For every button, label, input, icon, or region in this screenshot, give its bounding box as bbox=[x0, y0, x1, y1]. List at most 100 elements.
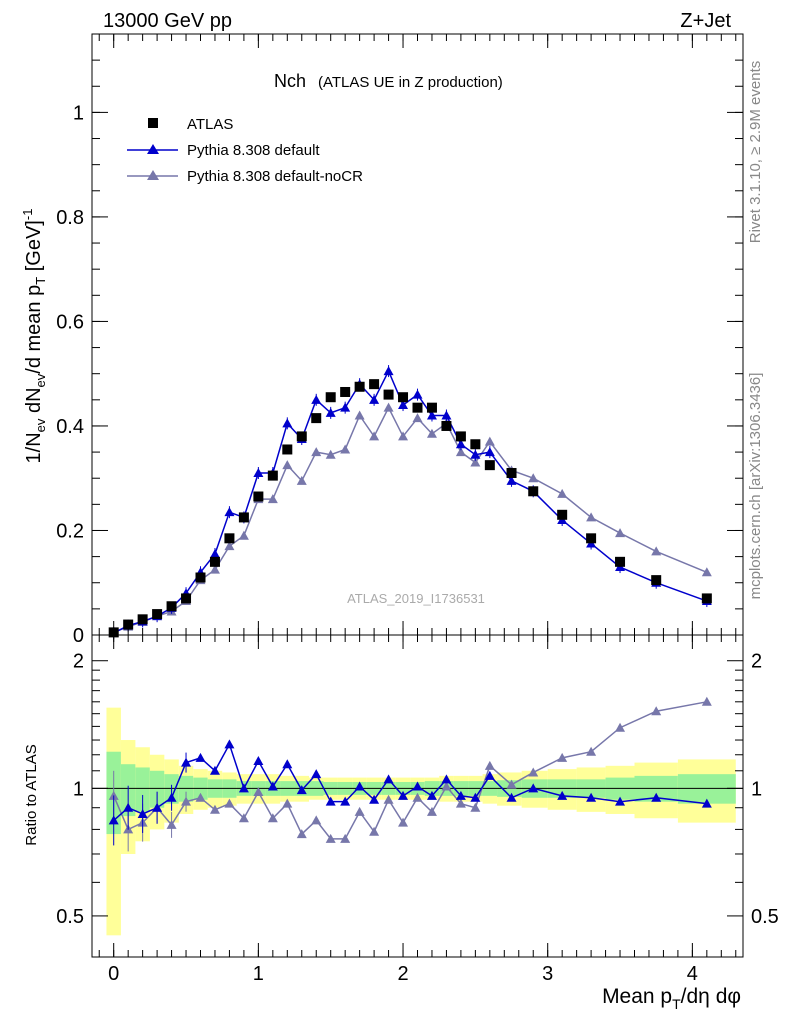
noCR-ratio-point bbox=[369, 826, 380, 836]
default-ratio-point bbox=[470, 792, 481, 802]
ratio-panel: 0.5 0.5 1 1 2 2 Ratio to ATLAS bbox=[23, 634, 779, 958]
default-point bbox=[311, 394, 322, 404]
noCR-ratio-point bbox=[484, 760, 495, 770]
default-ratio-point bbox=[195, 752, 206, 762]
default-ratio-point bbox=[615, 796, 626, 806]
ratio-tick-label-right: 2 bbox=[751, 651, 762, 673]
noCR-ratio-point bbox=[282, 798, 293, 808]
atlas-point bbox=[137, 614, 148, 625]
default-ratio-point bbox=[311, 769, 322, 779]
default-point bbox=[209, 548, 220, 558]
atlas-point bbox=[426, 402, 437, 413]
noCR-ratio-point bbox=[166, 819, 177, 829]
atlas-point bbox=[557, 509, 568, 520]
noCR-ratio-point bbox=[325, 833, 336, 843]
default-ratio-point bbox=[108, 815, 119, 825]
default-ratio-point bbox=[369, 794, 380, 804]
atlas-point bbox=[340, 386, 351, 397]
default-point bbox=[369, 394, 380, 404]
atlas-point bbox=[166, 601, 177, 612]
atlas-point bbox=[253, 491, 264, 502]
x-tick-label: 1 bbox=[253, 963, 264, 985]
default-line bbox=[113, 369, 708, 634]
atlas-point bbox=[123, 619, 134, 630]
default-point bbox=[282, 418, 293, 428]
x-tick-label: 3 bbox=[542, 963, 553, 985]
default-point bbox=[484, 447, 495, 457]
y-tick-label: 0.2 bbox=[56, 520, 84, 542]
noCR-ratio-point bbox=[383, 794, 394, 804]
atlas-point bbox=[296, 431, 307, 442]
uncertainty-band-inner bbox=[135, 767, 150, 812]
noCR-point bbox=[340, 444, 351, 454]
ratio-tick-label: 0.5 bbox=[56, 906, 84, 928]
default-ratio-point bbox=[224, 739, 235, 749]
legend-atlas-label: ATLAS bbox=[187, 116, 233, 133]
default-point bbox=[506, 475, 517, 485]
atlas-point bbox=[152, 609, 163, 620]
noCR-ratio-point bbox=[470, 802, 481, 812]
noCR-ratio-point bbox=[441, 781, 452, 791]
legend-default-label: Pythia 8.308 default bbox=[187, 142, 320, 159]
legend: ATLAS Pythia 8.308 default Pythia 8.308 … bbox=[127, 116, 363, 185]
mcplots-label: mcplots.cern.ch [arXiv:1306.3436] bbox=[747, 373, 764, 600]
default-ratio-point bbox=[238, 783, 249, 793]
energy-label: 13000 GeV pp bbox=[103, 10, 232, 32]
noCR-ratio-point bbox=[267, 813, 278, 823]
atlas-point bbox=[325, 392, 336, 403]
atlas-point bbox=[311, 413, 322, 424]
noCR-ratio-point bbox=[455, 798, 466, 808]
atlas-point bbox=[267, 470, 278, 481]
y-axis-label: 1/Nev dNev/d mean pT [GeV]-1 bbox=[20, 209, 48, 464]
noCR-ratio-point bbox=[108, 790, 119, 800]
noCR-point bbox=[311, 447, 322, 457]
default-ratio-point bbox=[166, 792, 177, 802]
atlas-point bbox=[528, 486, 539, 497]
noCR-ratio-point bbox=[209, 804, 220, 814]
atlas-point bbox=[224, 533, 235, 544]
default-point bbox=[455, 439, 466, 449]
noCR-point bbox=[224, 541, 235, 551]
default-point bbox=[383, 366, 394, 376]
atlas-point bbox=[412, 402, 423, 413]
noCR-point bbox=[383, 402, 394, 412]
default-ratio-point bbox=[528, 783, 539, 793]
noCR-point bbox=[412, 413, 423, 423]
noCR-point bbox=[209, 564, 220, 574]
default-ratio-point bbox=[426, 790, 437, 800]
default-point bbox=[325, 407, 336, 417]
noCR-point bbox=[484, 436, 495, 446]
default-point bbox=[441, 410, 452, 420]
y-tick-label: 0.6 bbox=[56, 311, 84, 333]
process-label: Z+Jet bbox=[680, 10, 731, 32]
atlas-point bbox=[369, 379, 380, 390]
x-tick-label: 2 bbox=[397, 963, 408, 985]
noCR-ratio-point bbox=[311, 815, 322, 825]
atlas-point bbox=[282, 444, 293, 455]
y-tick-label: 0 bbox=[73, 625, 84, 647]
noCR-point bbox=[267, 494, 278, 504]
default-ratio-point bbox=[557, 790, 568, 800]
default-ratio-point bbox=[455, 790, 466, 800]
default-point bbox=[340, 402, 351, 412]
title-main: Nch bbox=[274, 71, 306, 91]
noCR-point bbox=[615, 528, 626, 538]
default-ratio-point bbox=[354, 781, 365, 791]
default-point bbox=[412, 389, 423, 399]
ratio-y-label: Ratio to ATLAS bbox=[23, 744, 40, 845]
y-tick-label: 0.8 bbox=[56, 207, 84, 229]
atlas-point bbox=[181, 593, 192, 604]
noCR-ratio-point bbox=[296, 829, 307, 839]
default-ratio-point bbox=[209, 765, 220, 775]
default-ratio-point bbox=[441, 774, 452, 784]
noCR-ratio-point bbox=[354, 806, 365, 816]
noCR-ratio-point bbox=[528, 767, 539, 777]
atlas-point bbox=[209, 556, 220, 567]
default-ratio-point bbox=[123, 802, 134, 812]
default-ratio-point bbox=[701, 798, 712, 808]
atlas-point bbox=[701, 593, 712, 604]
ratio-tick-label: 2 bbox=[73, 651, 84, 673]
noCR-point bbox=[701, 567, 712, 577]
x-tick-label: 4 bbox=[687, 963, 698, 985]
noCR-ratio-point bbox=[181, 796, 192, 806]
